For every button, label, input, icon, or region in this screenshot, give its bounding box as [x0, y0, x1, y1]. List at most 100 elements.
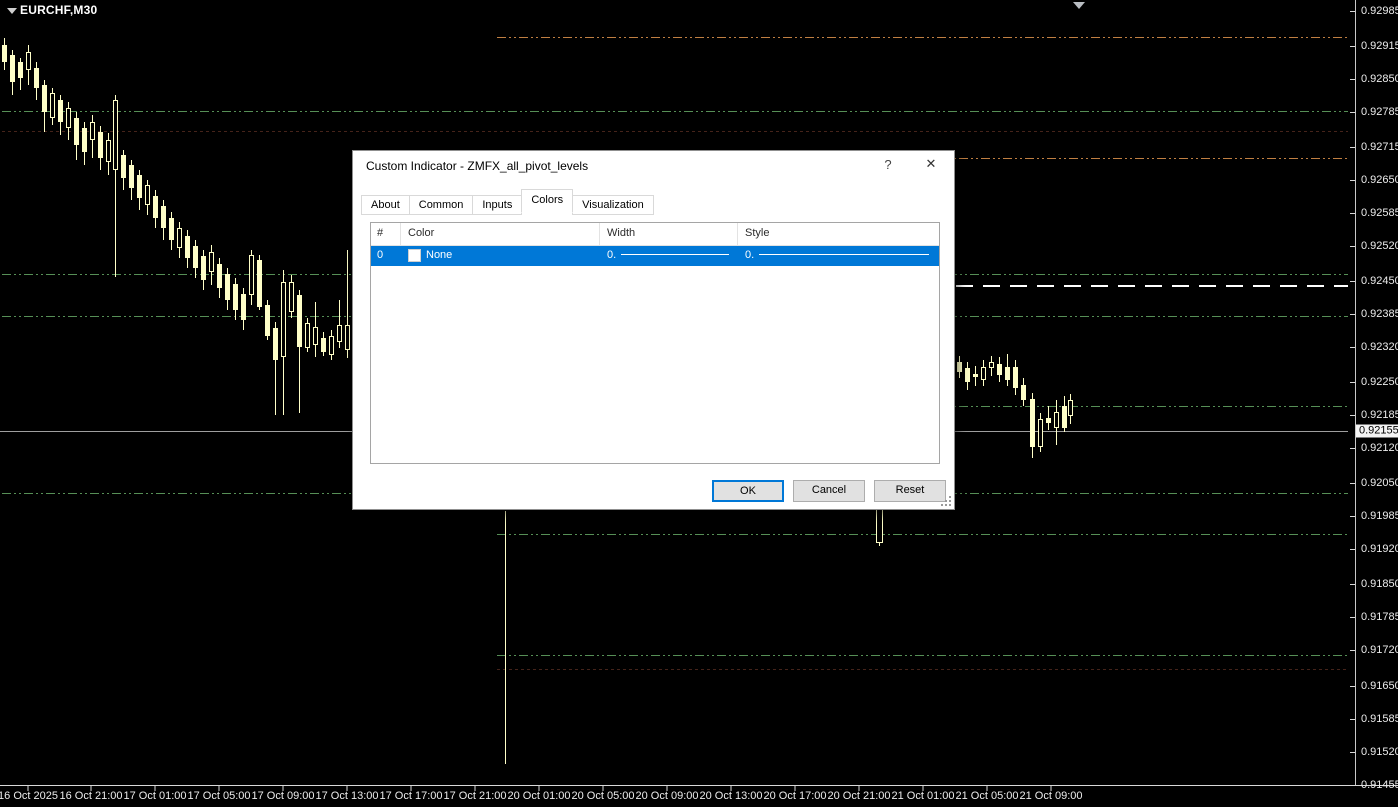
candlestick	[1005, 367, 1010, 380]
candlestick	[1062, 406, 1067, 428]
candlestick	[153, 196, 158, 218]
price-tick	[1350, 347, 1355, 348]
time-label: 20 Oct 01:00	[507, 790, 571, 802]
color-name: None	[426, 249, 453, 261]
price-tick	[1350, 246, 1355, 247]
price-label: 0.92785	[1361, 106, 1398, 118]
tab-about[interactable]: About	[361, 195, 410, 215]
tab-common[interactable]: Common	[408, 195, 474, 215]
candlestick	[26, 52, 31, 70]
close-icon[interactable]: ✕	[925, 156, 937, 171]
time-tick	[282, 785, 284, 791]
price-tick	[1350, 719, 1355, 720]
candlestick	[345, 325, 350, 350]
candlestick	[42, 85, 47, 112]
time-label: 17 Oct 01:00	[123, 790, 187, 802]
candlestick	[241, 294, 246, 320]
time-tick	[346, 785, 348, 791]
candle-wick	[347, 250, 348, 358]
candlestick	[265, 305, 270, 336]
width-value: 0.	[607, 249, 730, 261]
time-tick	[602, 785, 604, 791]
time-tick	[410, 785, 412, 791]
symbol-dropdown-icon[interactable]	[7, 8, 17, 14]
candlestick	[74, 118, 79, 145]
time-tick	[858, 785, 860, 791]
column-header-width: Width	[607, 227, 636, 239]
dialog-tabs: About Common Inputs Colors Visualization	[361, 189, 654, 215]
reset-button[interactable]: Reset	[874, 480, 946, 502]
price-tick	[1350, 314, 1355, 315]
help-icon[interactable]: ?	[884, 157, 892, 172]
candlestick	[113, 100, 118, 170]
candle-wick	[275, 322, 276, 415]
cancel-button[interactable]: Cancel	[793, 480, 865, 502]
tab-colors[interactable]: Colors	[521, 189, 574, 213]
chart-symbol-label: EURCHF,M30	[20, 3, 98, 17]
time-tick	[218, 785, 220, 791]
time-tick	[538, 785, 540, 791]
style-line-sample	[759, 253, 930, 255]
column-header-color: Color	[408, 227, 435, 239]
price-tick	[1350, 584, 1355, 585]
time-tick	[730, 785, 732, 791]
price-label: 0.91585	[1361, 713, 1398, 725]
pivot-line	[497, 534, 1348, 535]
price-label: 0.91720	[1361, 644, 1398, 656]
custom-indicator-dialog: Custom Indicator - ZMFX_all_pivot_levels…	[352, 150, 955, 510]
price-label: 0.92985	[1361, 5, 1398, 17]
price-tick	[1350, 11, 1355, 12]
candle-wick	[115, 95, 116, 277]
candlestick	[1013, 367, 1018, 388]
candlestick	[249, 255, 254, 295]
time-tick	[794, 785, 796, 791]
candlestick	[281, 282, 286, 357]
price-tick	[1350, 549, 1355, 550]
candlestick	[121, 155, 126, 178]
price-label: 0.92050	[1361, 477, 1398, 489]
candlestick	[1068, 400, 1073, 416]
candlestick	[1046, 418, 1051, 423]
candlestick	[2, 45, 7, 62]
candlestick	[82, 128, 87, 152]
price-tick	[1350, 483, 1355, 484]
price-tick	[1350, 180, 1355, 181]
chart-shift-marker-icon[interactable]	[1073, 2, 1085, 9]
column-header-num: #	[377, 227, 384, 239]
candlestick	[201, 256, 206, 280]
time-label: 17 Oct 13:00	[315, 790, 379, 802]
time-tick	[922, 785, 924, 791]
tab-visualization[interactable]: Visualization	[572, 195, 654, 215]
price-label: 0.91455	[1361, 779, 1398, 791]
colors-table-rows: 0 None 0. 0.	[371, 246, 939, 266]
price-label: 0.91520	[1361, 746, 1398, 758]
price-tick	[1350, 147, 1355, 148]
time-tick	[90, 785, 92, 791]
tab-inputs[interactable]: Inputs	[472, 195, 523, 215]
time-tick	[1050, 785, 1052, 791]
colors-table: # Color Width Style 0 None 0. 0.	[370, 222, 940, 464]
price-label: 0.92450	[1361, 275, 1398, 287]
color-swatch[interactable]	[408, 249, 421, 262]
price-tick	[1350, 752, 1355, 753]
time-label: 17 Oct 17:00	[379, 790, 443, 802]
ok-button[interactable]: OK	[712, 480, 784, 502]
color-row[interactable]: 0 None 0. 0.	[371, 246, 939, 266]
column-separator	[599, 223, 600, 245]
candlestick	[233, 284, 238, 310]
price-label: 0.91785	[1361, 611, 1398, 623]
candlestick	[209, 252, 214, 272]
candlestick	[997, 364, 1002, 375]
price-tick	[1350, 785, 1355, 786]
price-label: 0.91920	[1361, 543, 1398, 555]
time-label: 20 Oct 21:00	[827, 790, 891, 802]
time-label: 20 Oct 05:00	[571, 790, 635, 802]
candlestick	[1054, 412, 1059, 428]
resize-grip[interactable]	[941, 496, 951, 506]
candlestick	[313, 327, 318, 345]
price-label: 0.92185	[1361, 409, 1398, 421]
candlestick	[257, 260, 262, 307]
price-tick	[1350, 112, 1355, 113]
price-label: 0.92120	[1361, 442, 1398, 454]
current-price-label: 0.92155	[1356, 424, 1398, 438]
